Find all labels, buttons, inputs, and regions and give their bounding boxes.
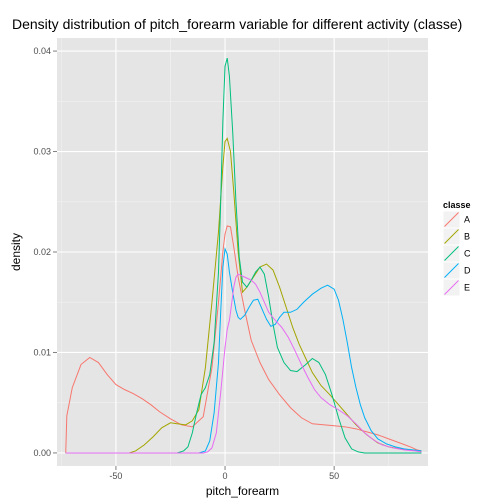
y-tick-label: 0.04 [33,46,51,56]
density-line-d [65,247,422,454]
y-tick-label: 0.01 [33,347,51,357]
x-tick-label: -50 [109,471,122,481]
y-tick-label: 0.02 [33,247,51,257]
y-axis: 0.00 0.01 0.02 0.03 0.04 [33,46,57,458]
density-line-e [65,273,422,454]
chart-title: Density distribution of pitch_forearm va… [12,16,462,32]
x-axis: -50 0 50 [109,466,339,481]
legend-label-d: D [464,266,471,276]
legend-key-d [442,261,461,280]
y-axis-title: density [9,233,23,271]
legend-label-b: B [464,232,470,242]
legend-key-b [442,227,461,246]
legend-label-a: A [464,215,470,225]
legend-key-a [442,210,461,229]
density-line-c [65,57,422,454]
legend-label-c: C [464,249,471,259]
x-axis-title: pitch_forearm [206,484,279,498]
legend-title: classe [443,200,471,210]
density-lines [65,57,422,454]
legend-key-e [442,278,461,297]
density-line-a [65,225,422,453]
x-tick-label: 0 [223,471,228,481]
legend-label-e: E [464,283,470,293]
y-tick-label: 0.03 [33,147,51,157]
y-tick-label: 0.00 [33,448,51,458]
legend-key-c [442,244,461,263]
x-tick-label: 50 [329,471,339,481]
